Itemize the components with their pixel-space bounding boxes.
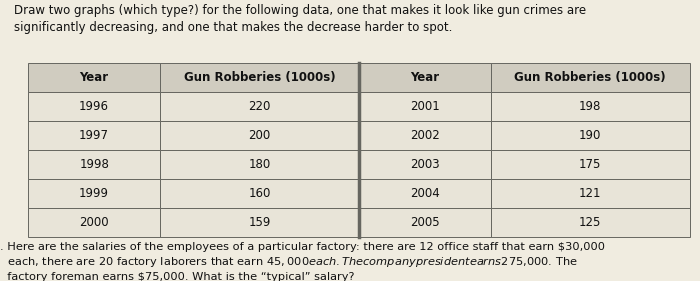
Text: 160: 160 [248, 187, 271, 200]
Text: 175: 175 [579, 158, 601, 171]
Text: Year: Year [80, 71, 108, 84]
Bar [160, 209, 358, 237]
Text: 2003: 2003 [410, 158, 440, 171]
Text: Gun Robberies (1000s): Gun Robberies (1000s) [183, 71, 335, 84]
Text: 121: 121 [579, 187, 601, 200]
Text: 2001: 2001 [410, 100, 440, 113]
Bar [358, 121, 491, 150]
Text: 190: 190 [579, 129, 601, 142]
Bar [491, 150, 690, 179]
Bar [491, 209, 690, 237]
Bar [491, 121, 690, 150]
Bar [160, 150, 358, 179]
Text: 125: 125 [579, 216, 601, 229]
Bar [28, 63, 160, 92]
Text: . Here are the salaries of the employees of a particular factory: there are 12 o: . Here are the salaries of the employees… [0, 242, 605, 281]
Bar [28, 179, 160, 209]
Bar [358, 63, 491, 92]
Bar [160, 63, 358, 92]
Bar [358, 179, 491, 209]
Text: 2002: 2002 [410, 129, 440, 142]
Text: 2004: 2004 [410, 187, 440, 200]
Text: 159: 159 [248, 216, 271, 229]
Bar [358, 209, 491, 237]
Text: 2005: 2005 [410, 216, 440, 229]
Text: 1996: 1996 [79, 100, 109, 113]
Text: 200: 200 [248, 129, 271, 142]
Text: 180: 180 [248, 158, 271, 171]
Text: 1999: 1999 [79, 187, 109, 200]
Bar [28, 209, 160, 237]
Bar [28, 121, 160, 150]
Bar [358, 150, 491, 179]
Bar [28, 150, 160, 179]
Bar [491, 179, 690, 209]
Text: 1997: 1997 [79, 129, 109, 142]
Bar [28, 92, 160, 121]
Text: Year: Year [410, 71, 440, 84]
Bar [160, 121, 358, 150]
Bar [160, 92, 358, 121]
Text: 220: 220 [248, 100, 271, 113]
Text: Gun Robberies (1000s): Gun Robberies (1000s) [514, 71, 666, 84]
Bar [358, 92, 491, 121]
Bar [160, 179, 358, 209]
Text: 1998: 1998 [79, 158, 109, 171]
Text: 2000: 2000 [79, 216, 109, 229]
Text: Draw two graphs (which type?) for the following data, one that makes it look lik: Draw two graphs (which type?) for the fo… [14, 4, 586, 34]
Bar [491, 63, 690, 92]
Text: 198: 198 [579, 100, 601, 113]
Bar [491, 92, 690, 121]
